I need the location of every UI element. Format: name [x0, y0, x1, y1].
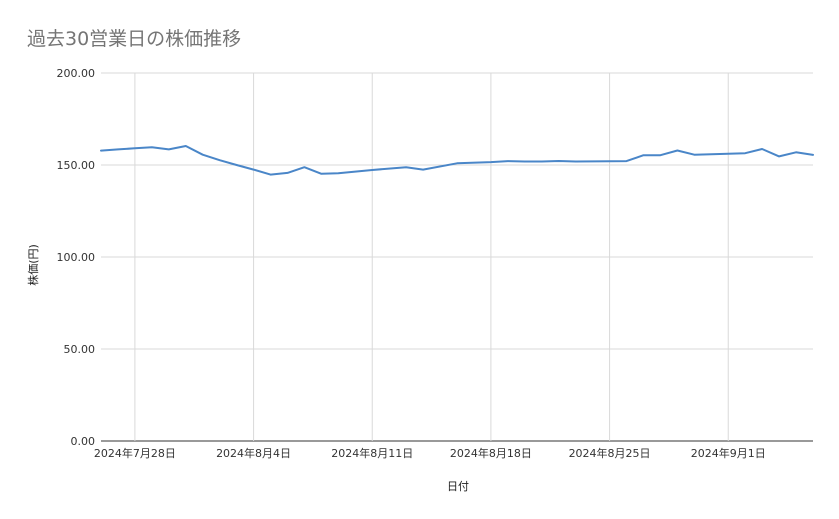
y-gridlines [101, 72, 813, 442]
y-axis-title: 株価(円) [26, 244, 40, 286]
series-line [100, 145, 814, 176]
chart-title: 過去30営業日の株価推移 [27, 28, 241, 50]
x-gridlines [134, 73, 729, 441]
y-tick-label: 200.00 [57, 67, 96, 80]
series-layer [100, 145, 814, 176]
y-tick-label: 50.00 [64, 343, 96, 356]
x-axis-title: 日付 [447, 480, 469, 493]
x-tick-label: 2024年8月4日 [216, 446, 291, 460]
y-axis-tick-labels: 0.00 50.00 100.00 150.00 200.00 [57, 67, 96, 448]
x-tick-label: 2024年8月18日 [450, 446, 532, 460]
x-tick-label: 2024年8月11日 [331, 446, 413, 460]
y-tick-label: 0.00 [71, 435, 96, 448]
x-tick-label: 2024年8月25日 [569, 446, 651, 460]
x-tick-label: 2024年9月1日 [691, 446, 766, 460]
x-tick-label: 2024年7月28日 [94, 446, 176, 460]
x-axis-tick-labels: 2024年7月28日 2024年8月4日 2024年8月11日 2024年8月18日 2… [94, 446, 766, 460]
y-tick-label: 150.00 [57, 159, 96, 172]
y-tick-label: 100.00 [57, 251, 96, 264]
